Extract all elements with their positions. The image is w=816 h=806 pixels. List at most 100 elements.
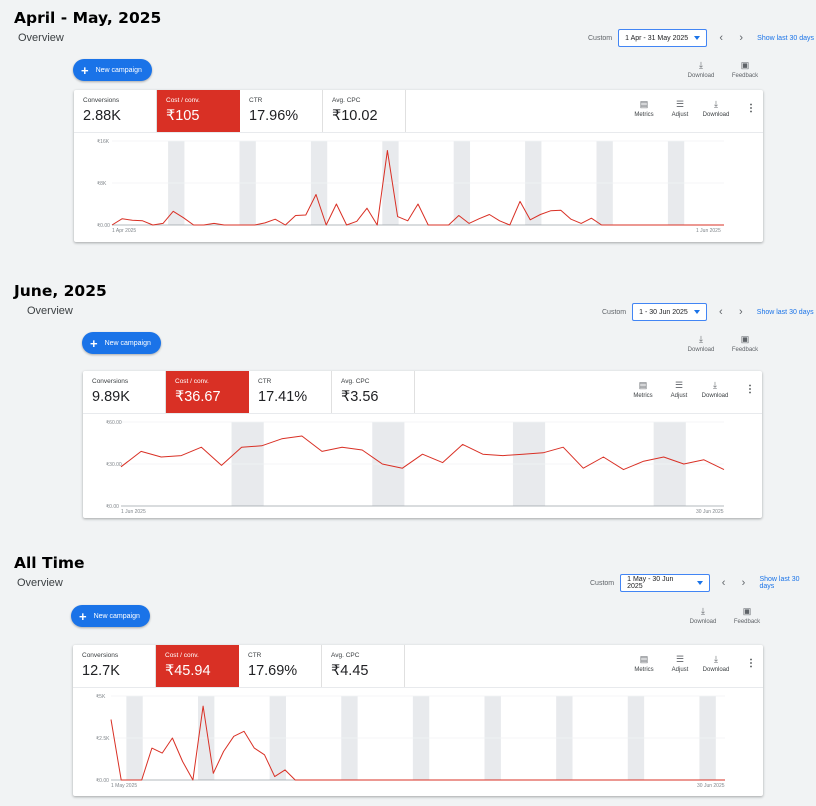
show-last-30-days-link[interactable]: Show last 30 days <box>757 34 814 42</box>
more-vert-icon[interactable]: ⋮ <box>745 384 755 395</box>
metric-value: ₹105 <box>166 108 200 124</box>
download-label: Download <box>687 73 715 79</box>
chart-tools: ▤ Metrics ☰ Adjust ⤓ Download <box>630 654 730 674</box>
chart-download-button[interactable]: ⤓ Download <box>702 654 730 674</box>
chevron-left-icon[interactable]: ‹ <box>719 32 723 44</box>
download-icon: ⤓ <box>699 334 703 344</box>
divider <box>83 413 762 414</box>
overview-label: Overview <box>27 305 73 317</box>
new-campaign-label: New campaign <box>93 612 140 620</box>
adjust-button[interactable]: ☰ Adjust <box>665 381 693 400</box>
top-tools: ⤓ Download ▣ Feedback <box>688 606 762 626</box>
metrics-button[interactable]: ▤ Metrics <box>629 380 657 400</box>
overview-card: Conversions 2.88K Cost / conv. ₹105 CTR 17.… <box>74 90 763 242</box>
chart-tools: ▤ Metrics ☰ Adjust ⤓ Download <box>630 99 730 119</box>
new-campaign-button[interactable]: + New campaign <box>71 605 150 627</box>
metric-avg-cpc[interactable]: Avg. CPC ₹3.56 <box>332 371 415 413</box>
panel-title: June, 2025 <box>14 282 107 300</box>
date-range-bar: Custom 1 Apr - 31 May 2025 ‹ › Show last… <box>588 27 814 49</box>
metric-tabs: Conversions 2.88K Cost / conv. ₹105 CTR 17.… <box>74 90 406 132</box>
download-button[interactable]: ⤓ Download <box>686 334 716 354</box>
chevron-down-icon <box>694 36 701 40</box>
chevron-left-icon[interactable]: ‹ <box>718 306 723 318</box>
metric-tabs: Conversions 9.89K Cost / conv. ₹36.67 CTR 1… <box>83 371 415 413</box>
date-range-value: 1 May - 30 Jun 2025 <box>627 576 674 590</box>
download-button[interactable]: ⤓ Download <box>688 607 718 626</box>
metric-conversions[interactable]: Conversions 12.7K <box>73 645 156 687</box>
metric-cost-per-conv[interactable]: Cost / conv. ₹45.94 <box>156 645 239 687</box>
tune-icon: ☰ <box>675 99 685 109</box>
metric-ctr[interactable]: CTR 17.96% <box>240 90 323 132</box>
chevron-down-icon <box>693 310 700 314</box>
metric-label: Avg. CPC <box>332 97 361 104</box>
feedback-button[interactable]: ▣ Feedback <box>730 335 760 354</box>
download-label: Download <box>702 112 730 118</box>
chart-download-button[interactable]: ⤓ Download <box>702 100 730 119</box>
adjust-label: Adjust <box>671 667 689 673</box>
chevron-down-icon <box>696 581 703 585</box>
plus-icon: + <box>90 335 98 351</box>
series-line <box>110 705 725 781</box>
new-campaign-button[interactable]: + New campaign <box>73 59 152 81</box>
new-campaign-button[interactable]: + New campaign <box>82 332 161 354</box>
metrics-button[interactable]: ▤ Metrics <box>630 100 658 119</box>
download-icon: ⤓ <box>714 654 718 664</box>
metric-label: Cost / conv. <box>166 97 200 104</box>
y-tick-label: ₹0.00 <box>106 504 119 510</box>
series-line <box>120 435 725 471</box>
divider <box>73 687 763 688</box>
chevron-right-icon[interactable]: › <box>741 577 746 589</box>
y-tick-label: ₹0.00 <box>96 778 109 784</box>
metric-label: Avg. CPC <box>331 652 360 659</box>
metrics-button[interactable]: ▤ Metrics <box>630 655 658 674</box>
metric-tabs: Conversions 12.7K Cost / conv. ₹45.94 CTR 1… <box>73 645 405 687</box>
y-tick-label: ₹0.00 <box>97 223 110 229</box>
show-last-30-days-link[interactable]: Show last 30 days <box>756 308 814 316</box>
chart-download-button[interactable]: ⤓ Download <box>701 381 729 400</box>
metric-ctr[interactable]: CTR 17.41% <box>249 371 332 413</box>
x-end-label: 30 Jun 2025 <box>697 783 725 789</box>
overview-card: Conversions 12.7K Cost / conv. ₹45.94 CTR 1… <box>73 645 763 796</box>
metric-conversions[interactable]: Conversions 2.88K <box>74 90 157 132</box>
metric-ctr[interactable]: CTR 17.69% <box>239 645 322 687</box>
metric-conversions[interactable]: Conversions 9.89K <box>83 371 166 413</box>
new-campaign-label: New campaign <box>104 339 151 347</box>
chart-tools: ▤ Metrics ☰ Adjust ⤓ Download <box>629 380 729 400</box>
y-tick-label: ₹16K <box>97 139 110 145</box>
chevron-right-icon[interactable]: › <box>739 32 743 44</box>
date-range-bar: Custom 1 - 30 Jun 2025 ‹ › Show last 30 … <box>602 301 814 323</box>
feedback-icon: ▣ <box>742 606 752 616</box>
more-vert-icon[interactable]: ⋮ <box>746 658 756 669</box>
feedback-button[interactable]: ▣ Feedback <box>730 61 760 80</box>
more-vert-icon[interactable]: ⋮ <box>746 103 756 114</box>
x-end-label: 1 Jun 2025 <box>696 228 721 234</box>
adjust-button[interactable]: ☰ Adjust <box>666 655 694 674</box>
metric-cost-per-conv[interactable]: Cost / conv. ₹105 <box>157 90 240 132</box>
date-range-select[interactable]: 1 Apr - 31 May 2025 <box>618 29 708 47</box>
chart-add-icon: ▤ <box>638 380 648 390</box>
performance-chart: ₹60.00 ₹30.00 ₹0.001 Jun 2025 30 Jun 2025 <box>106 420 725 515</box>
metric-value: 2.88K <box>83 108 121 124</box>
show-last-30-days-link[interactable]: Show last 30 days <box>759 576 800 590</box>
date-range-select[interactable]: 1 May - 30 Jun 2025 <box>620 574 710 592</box>
metric-value: 17.96% <box>249 108 299 124</box>
download-button[interactable]: ⤓ Download <box>686 61 716 80</box>
plus-icon: + <box>81 62 89 78</box>
metric-label: CTR <box>258 378 272 385</box>
feedback-button[interactable]: ▣ Feedback <box>732 606 762 626</box>
overview-label: Overview <box>18 32 64 44</box>
metric-avg-cpc[interactable]: Avg. CPC ₹4.45 <box>322 645 405 687</box>
metric-cost-per-conv[interactable]: Cost / conv. ₹36.67 <box>166 371 249 413</box>
overview-card: Conversions 9.89K Cost / conv. ₹36.67 CTR 1… <box>83 371 762 518</box>
metric-avg-cpc[interactable]: Avg. CPC ₹10.02 <box>323 90 406 132</box>
new-campaign-label: New campaign <box>95 66 142 74</box>
metrics-label: Metrics <box>633 393 653 399</box>
date-range-select[interactable]: 1 - 30 Jun 2025 <box>632 303 707 321</box>
performance-chart: ₹16K ₹8K ₹0.001 Apr 2025 1 Jun 2025 <box>97 139 724 234</box>
custom-label: Custom <box>590 579 615 587</box>
x-end-label: 30 Jun 2025 <box>696 509 724 515</box>
chevron-left-icon[interactable]: ‹ <box>721 577 726 589</box>
adjust-button[interactable]: ☰ Adjust <box>666 99 694 119</box>
chevron-right-icon[interactable]: › <box>738 306 743 318</box>
download-label: Download <box>689 619 717 625</box>
